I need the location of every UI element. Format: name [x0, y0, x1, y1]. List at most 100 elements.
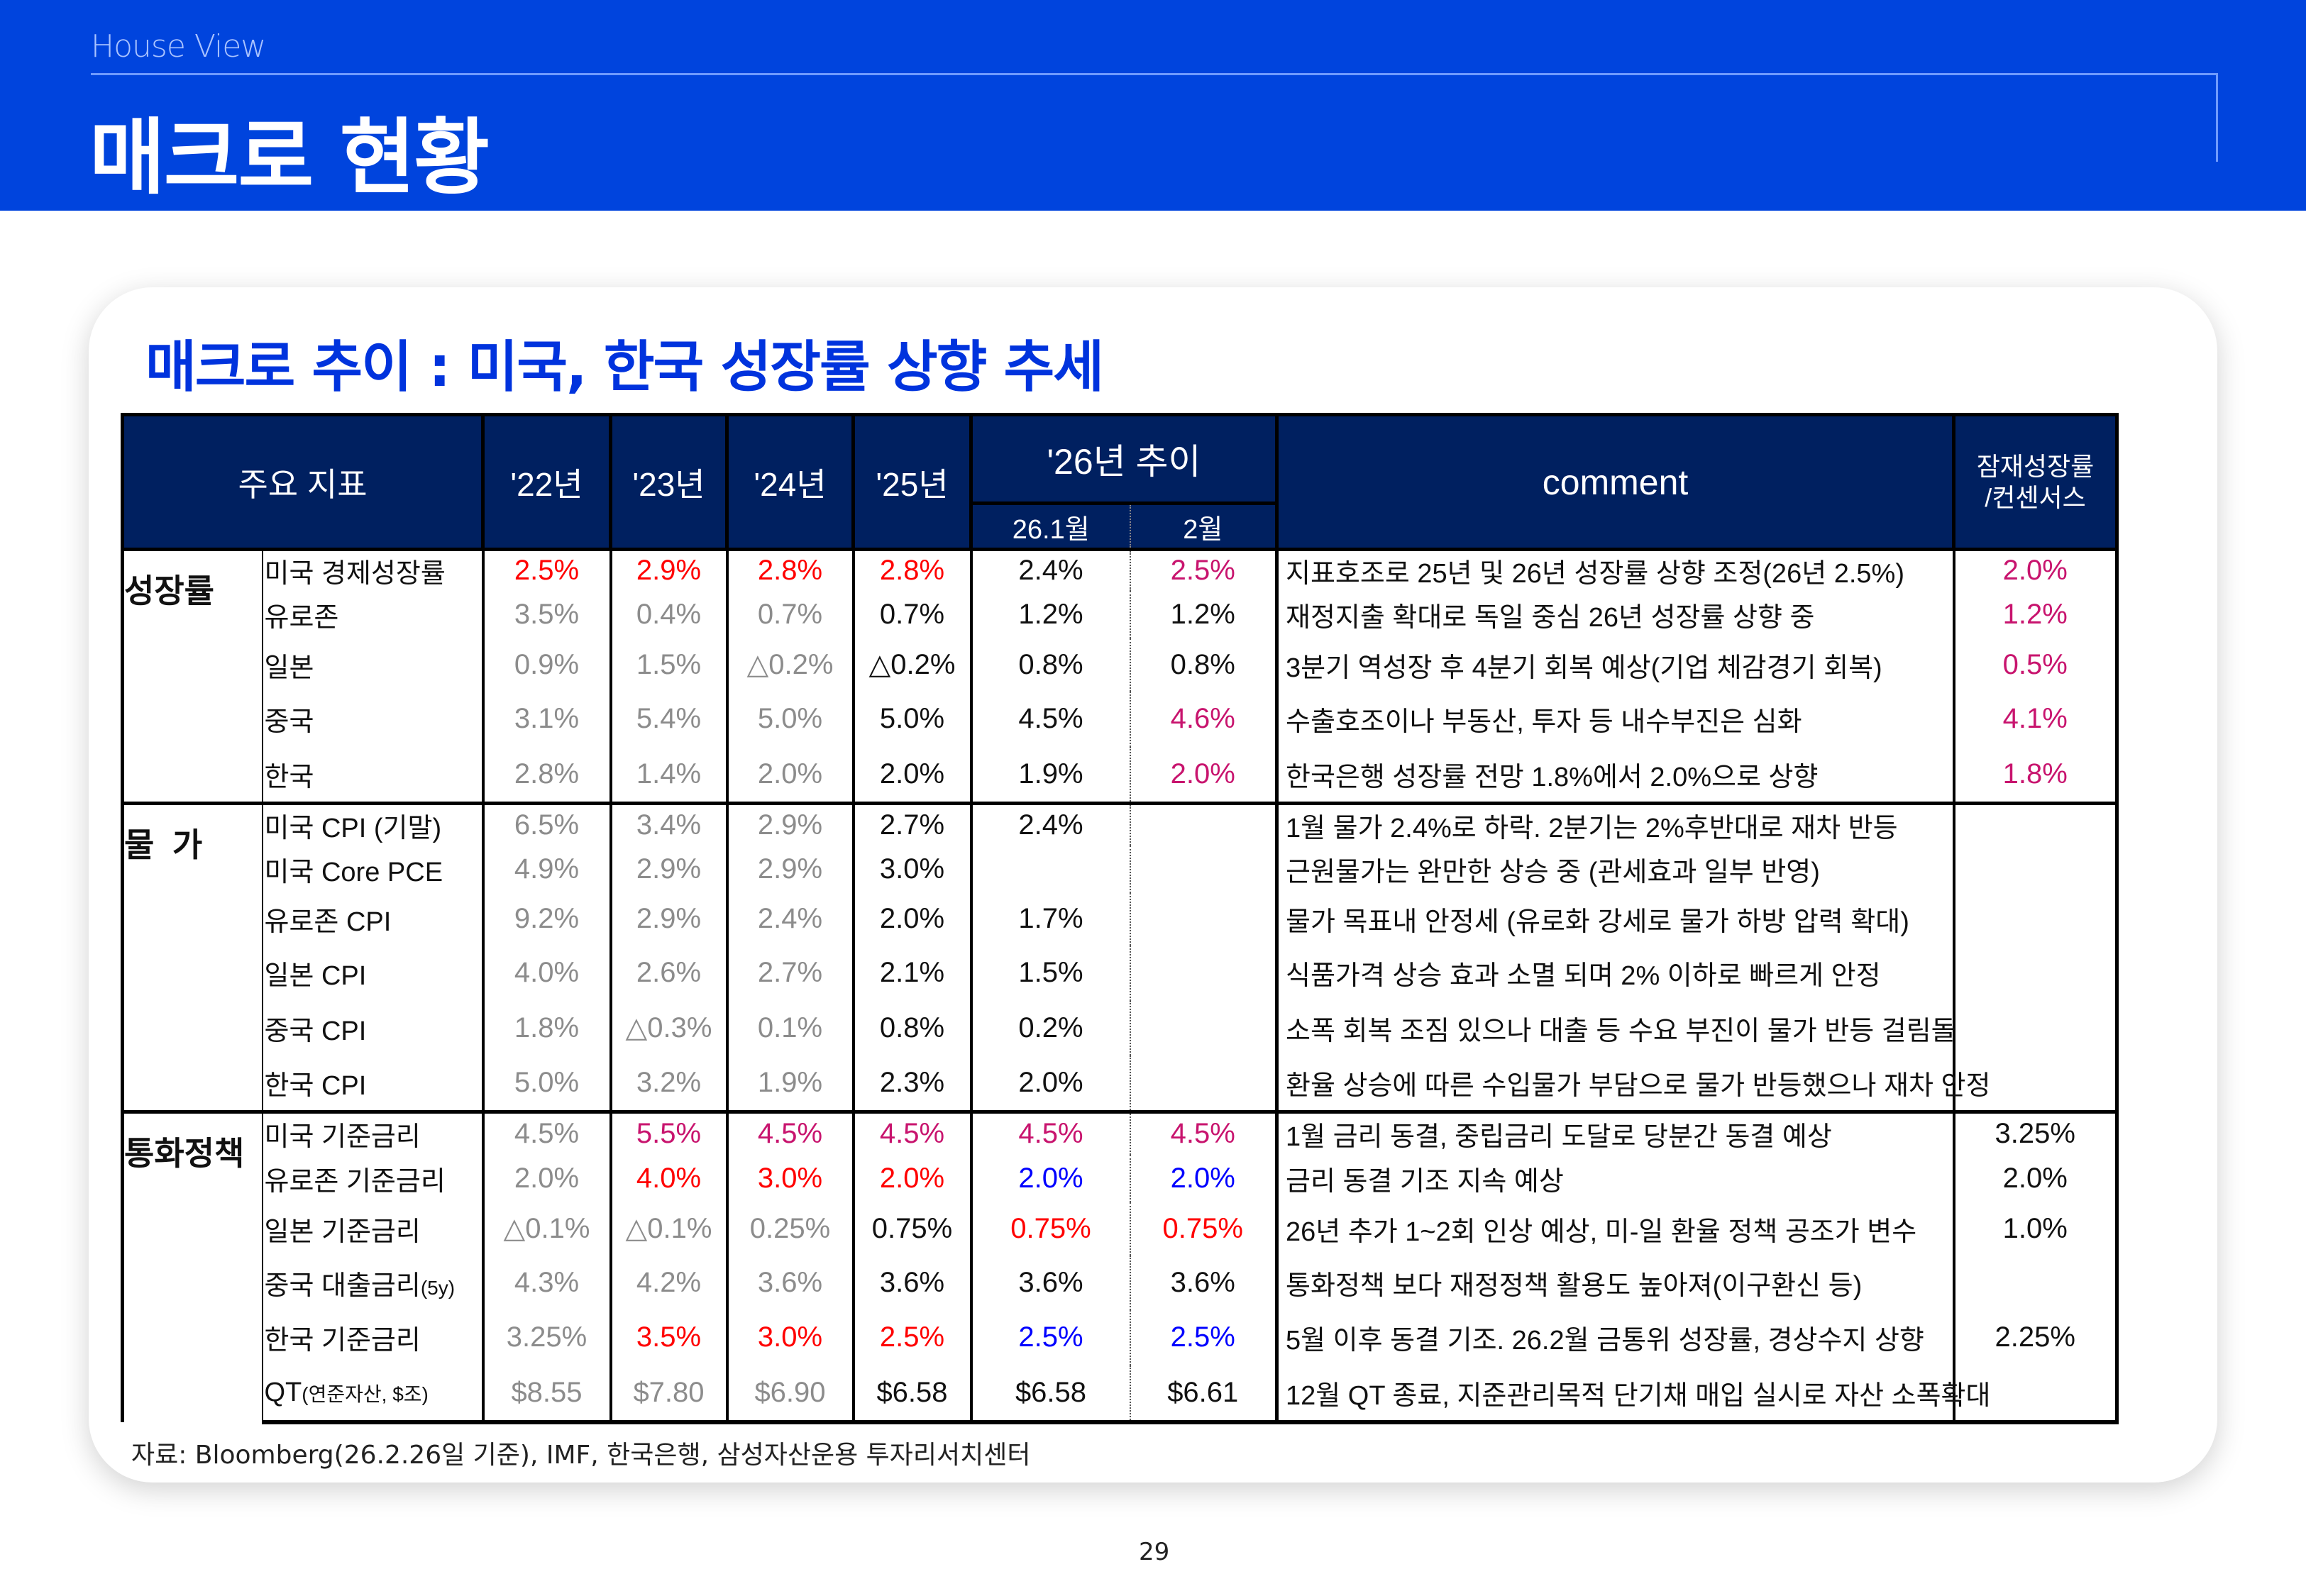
indicator-label: 일본 CPI — [261, 945, 485, 1001]
indicator-name: 미국 경제성장률 — [264, 559, 446, 589]
value-cell: 2.3% — [851, 1055, 973, 1112]
value-cell: 2.5% — [1129, 1309, 1279, 1365]
table-row: 한국 CPI 5.0% 3.2% 1.9% 2.3% 2.0% 환율 상승에 따른 수입물가… — [123, 1055, 2119, 1112]
value-cell: 3.0% — [851, 845, 973, 893]
table-row: 유로존 기준금리 2.0% 4.0% 3.0% 2.0% 2.0% 2.0% 금리 동결 기조… — [123, 1154, 2119, 1202]
indicator-label: 일본 기준금리 — [261, 1202, 485, 1256]
value-cell: 6.5% — [481, 802, 612, 846]
table-row: 통화정책 미국 기준금리 4.5% 5.5% 4.5% 4.5% 4.5% 4.5% 1월 금리… — [121, 1110, 2119, 1422]
comment-cell: 5월 이후 동결 기조. 26.2월 금통위 성장률, 경상수지 상향 — [1275, 1309, 1955, 1365]
table-row: 한국 2.8% 1.4% 2.0% 2.0% 1.9% 2.0% 한국은행 성장률 전망 1.… — [123, 746, 2119, 804]
consensus-cell: 4.1% — [1953, 691, 2119, 747]
header-comment: comment — [1275, 413, 1955, 551]
table-row: 유로존 3.5% 0.4% 0.7% 0.7% 1.2% 1.2% 재정지출 확대로 독일 중… — [123, 590, 2119, 638]
comment-cell: 환율 상승에 따른 수입물가 부담으로 물가 반등했으나 재차 안정 — [1275, 1055, 1990, 1112]
value-cell: 5.0% — [481, 1055, 612, 1112]
value-cell: 2.4% — [725, 892, 855, 946]
value-cell: 2.0% — [851, 746, 973, 804]
value-cell: 4.2% — [609, 1255, 729, 1310]
value-cell: 0.8% — [851, 1000, 973, 1055]
value-cell — [1129, 945, 1279, 1001]
table-row: 한국 기준금리 3.25% 3.5% 3.0% 2.5% 2.5% 2.5% 5월 이후 동결… — [123, 1309, 2119, 1365]
header-2022: '22년 — [481, 413, 612, 551]
indicator-label: QT(연준자산, $조) — [261, 1365, 485, 1424]
value-cell: 4.3% — [481, 1255, 612, 1310]
comment-cell: 26년 추가 1~2회 인상 예상, 미-일 환율 정책 공조가 변수 — [1275, 1202, 1955, 1256]
table-row: 중국 3.1% 5.4% 5.0% 5.0% 4.5% 4.6% 수출호조이나 부동산, 투자… — [123, 691, 2119, 747]
value-cell: 0.7% — [851, 590, 973, 638]
value-cell: △0.1% — [609, 1202, 729, 1256]
indicator-note: (연준자산, $조) — [302, 1382, 429, 1405]
value-cell: 2.4% — [969, 802, 1131, 846]
value-cell: 3.4% — [609, 802, 729, 846]
category-label: 통화정책 — [121, 1110, 263, 1422]
indicator-name: QT — [264, 1377, 302, 1407]
header-divider-end — [2216, 73, 2218, 162]
category-label: 물 가 — [121, 802, 263, 1112]
value-cell: 2.0% — [969, 1055, 1131, 1112]
value-cell: 0.2% — [969, 1000, 1131, 1055]
indicator-label: 미국 CPI (기말) — [261, 802, 485, 846]
value-cell — [969, 845, 1131, 893]
comment-cell: 12월 QT 종료, 지준관리목적 단기채 매입 실시로 자산 소폭확대 — [1275, 1365, 1990, 1424]
header-2023: '23년 — [609, 413, 729, 551]
value-cell: 1.9% — [725, 1055, 855, 1112]
comment-cell: 1월 금리 동결, 중립금리 도달로 당분간 동결 예상 — [1275, 1110, 1955, 1155]
table-row: 일본 기준금리 △0.1% △0.1% 0.25% 0.75% 0.75% 0.75% 26년… — [123, 1202, 2119, 1256]
indicator-label: 중국 CPI — [261, 1000, 485, 1055]
indicator-name: 유로존 CPI — [264, 907, 392, 937]
value-cell — [1129, 1000, 1279, 1055]
value-cell: 0.7% — [725, 590, 855, 638]
header-consensus: 잠재성장률 /컨센서스 — [1952, 413, 2119, 551]
comment-cell: 통화정책 보다 재정정책 활용도 높아져(이구환신 등) — [1275, 1255, 1955, 1310]
indicator-name: 미국 CPI (기말) — [264, 813, 442, 843]
value-cell: $6.90 — [725, 1365, 855, 1424]
value-cell — [1129, 1055, 1279, 1112]
indicator-label: 유로존 CPI — [261, 892, 485, 946]
indicator-label: 미국 경제성장률 — [261, 548, 485, 591]
comment-cell: 재정지출 확대로 독일 중심 26년 성장률 상향 중 — [1275, 590, 1955, 638]
header-2026-trend: '26년 추이 — [969, 413, 1279, 505]
table-row: QT(연준자산, $조) $8.55 $7.80 $6.90 $6.58 $6.58 $6.… — [123, 1365, 2119, 1424]
value-cell: 1.5% — [969, 945, 1131, 1001]
value-cell: 2.5% — [481, 548, 612, 591]
value-cell: 5.4% — [609, 691, 729, 747]
value-cell: 3.2% — [609, 1055, 729, 1112]
comment-cell: 1월 물가 2.4%로 하락. 2분기는 2%후반대로 재차 반등 — [1275, 802, 1955, 846]
value-cell: 2.8% — [851, 548, 973, 591]
value-cell — [1129, 802, 1279, 846]
value-cell: 4.6% — [1129, 691, 1279, 747]
consensus-cell: 2.0% — [1953, 548, 2119, 591]
value-cell: 2.6% — [609, 945, 729, 1001]
indicator-name: 한국 — [264, 762, 314, 792]
value-cell: 0.75% — [1129, 1202, 1279, 1256]
indicator-label: 한국 CPI — [261, 1055, 485, 1112]
value-cell: $7.80 — [609, 1365, 729, 1424]
page-title: 매크로 현황 — [89, 110, 490, 206]
value-cell: 1.4% — [609, 746, 729, 804]
indicator-name: 일본 기준금리 — [264, 1217, 421, 1247]
value-cell: 0.8% — [969, 638, 1131, 692]
value-cell: $6.58 — [851, 1365, 973, 1424]
comment-cell: 한국은행 성장률 전망 1.8%에서 2.0%으로 상향 — [1275, 746, 1955, 804]
header-2024: '24년 — [725, 413, 855, 551]
indicator-label: 중국 — [261, 691, 485, 747]
indicator-name: 중국 CPI — [264, 1016, 367, 1046]
header-jan: 26.1월 — [969, 501, 1131, 551]
consensus-cell — [1953, 892, 2119, 946]
value-cell: 4.5% — [725, 1110, 855, 1155]
category-label: 성장률 — [121, 548, 263, 804]
value-cell: 3.6% — [969, 1255, 1131, 1310]
table-row: 중국 대출금리(5y) 4.3% 4.2% 3.6% 3.6% 3.6% 3.6% 통화정책 … — [123, 1255, 2119, 1310]
value-cell: 4.5% — [969, 1110, 1131, 1155]
consensus-cell: 1.0% — [1953, 1202, 2119, 1256]
value-cell: 2.9% — [609, 845, 729, 893]
macro-table: 주요 지표 '22년 '23년 '24년 '25년 '26년 추이 commen… — [121, 413, 2119, 1424]
indicator-name: 한국 기준금리 — [264, 1326, 421, 1356]
value-cell: 3.25% — [481, 1309, 612, 1365]
indicator-name: 유로존 기준금리 — [264, 1166, 446, 1197]
consensus-cell: 2.25% — [1953, 1309, 2119, 1365]
indicator-label: 유로존 — [261, 590, 485, 638]
consensus-cell — [1953, 1255, 2119, 1310]
value-cell: 3.1% — [481, 691, 612, 747]
